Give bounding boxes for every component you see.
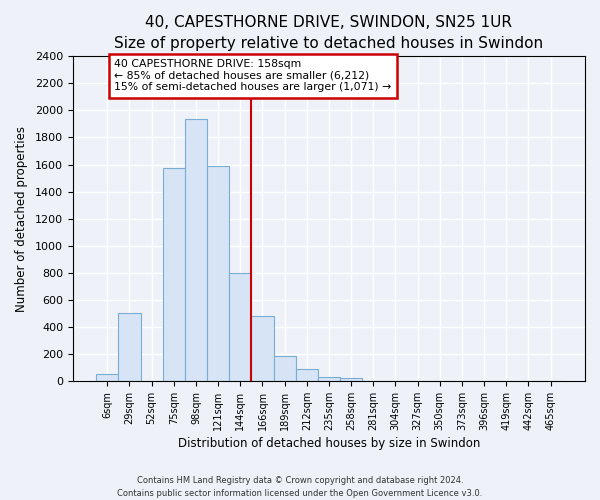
Text: 40 CAPESTHORNE DRIVE: 158sqm
← 85% of detached houses are smaller (6,212)
15% of: 40 CAPESTHORNE DRIVE: 158sqm ← 85% of de… (114, 59, 391, 92)
Text: Contains HM Land Registry data © Crown copyright and database right 2024.
Contai: Contains HM Land Registry data © Crown c… (118, 476, 482, 498)
Bar (207, 166, 229, 381)
Bar (274, 356, 296, 381)
Y-axis label: Number of detached properties: Number of detached properties (15, 126, 28, 312)
Bar (340, 378, 362, 381)
X-axis label: Distribution of detached houses by size in Swindon: Distribution of detached houses by size … (178, 437, 480, 450)
Bar (185, 118, 207, 381)
Bar (318, 377, 340, 381)
Bar (229, 273, 251, 381)
Bar (96, 374, 118, 381)
Title: 40, CAPESTHORNE DRIVE, SWINDON, SN25 1UR
Size of property relative to detached h: 40, CAPESTHORNE DRIVE, SWINDON, SN25 1UR… (115, 15, 544, 51)
Bar (163, 168, 185, 381)
Bar (296, 369, 318, 381)
Bar (251, 316, 274, 381)
Bar (118, 314, 140, 381)
